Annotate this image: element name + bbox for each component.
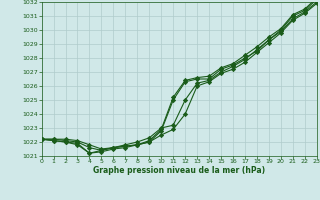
X-axis label: Graphe pression niveau de la mer (hPa): Graphe pression niveau de la mer (hPa): [93, 166, 265, 175]
